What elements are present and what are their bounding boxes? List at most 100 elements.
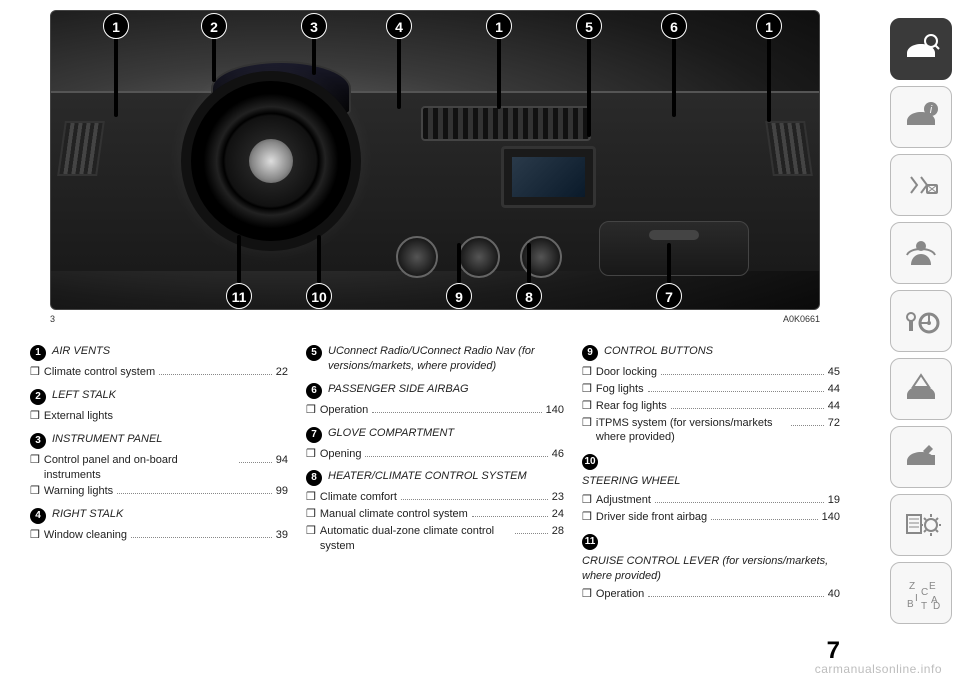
entry-dots	[648, 382, 824, 392]
entry-dots	[372, 403, 541, 413]
entry-label: Door locking	[596, 365, 657, 380]
svg-text:E: E	[929, 581, 936, 592]
section-badge: 1	[30, 345, 46, 361]
callout-line	[457, 243, 461, 283]
toc-entry: ❒Climate control system22	[30, 365, 288, 380]
section-badge: 8	[306, 470, 322, 486]
column-2: 5UConnect Radio/UConnect Radio Nav (for …	[306, 336, 564, 604]
entry-page: 22	[276, 365, 288, 380]
section-title: STEERING WHEEL	[582, 474, 840, 489]
svg-text:T: T	[921, 601, 927, 612]
callout-line	[497, 37, 501, 109]
air-vent-right	[765, 121, 813, 176]
entry-dots	[401, 490, 548, 500]
entry-page: 40	[828, 587, 840, 602]
column-3: 9CONTROL BUTTONS❒Door locking45❒Fog ligh…	[582, 336, 840, 604]
callout-line	[397, 37, 401, 109]
section-title: CRUISE CONTROL LEVER (for versions/marke…	[582, 554, 840, 584]
section-head-8: 8 HEATER/CLIMATE CONTROL SYSTEM	[306, 469, 564, 486]
column-1: 1AIR VENTS❒Climate control system222LEFT…	[30, 336, 288, 604]
toc-entry: ❒ Door locking 45	[582, 365, 840, 380]
entry-label: Warning lights	[44, 484, 113, 499]
section-badge: 9	[582, 345, 598, 361]
entry-mark: ❒	[582, 493, 592, 508]
page-number: 7	[827, 637, 840, 665]
tab-settings[interactable]	[890, 494, 952, 556]
entry-mark: ❒	[30, 484, 40, 499]
toc-entry: ❒ Operation 140	[306, 403, 564, 418]
entry-dots	[239, 453, 272, 463]
tab-emergency[interactable]	[890, 358, 952, 420]
toc-entry: ❒Operation40	[582, 587, 840, 602]
entry-mark: ❒	[30, 365, 40, 380]
tab-info[interactable]: i	[890, 86, 952, 148]
toc-entry: ❒Driver side front airbag140	[582, 510, 840, 525]
entry-label: Manual climate control system	[320, 507, 468, 522]
entry-label: Control panel and on-board instruments	[44, 453, 235, 483]
entry-page: 46	[552, 447, 564, 462]
tab-safety[interactable]	[890, 222, 952, 284]
entry-label: Operation	[596, 587, 644, 602]
entry-dots	[117, 484, 272, 494]
callout-marker-1: 1	[103, 13, 129, 39]
air-vent-center	[421, 106, 591, 141]
entry-page: 44	[828, 399, 840, 414]
callout-line	[317, 235, 321, 283]
section-head-6: 6PASSENGER SIDE AIRBAG	[306, 382, 564, 399]
entry-mark: ❒	[582, 416, 592, 431]
tab-getting-to-know[interactable]	[890, 18, 952, 80]
entry-page: 140	[546, 403, 564, 418]
entry-label: Operation	[320, 403, 368, 418]
tab-lights[interactable]	[890, 154, 952, 216]
entry-page: 44	[828, 382, 840, 397]
entry-label: Adjustment	[596, 493, 651, 508]
section-badge: 7	[306, 427, 322, 443]
callout-columns: 1AIR VENTS❒Climate control system222LEFT…	[20, 336, 850, 604]
figure-code: A0K0661	[783, 314, 820, 324]
callout-marker-4: 4	[386, 13, 412, 39]
section-badge: 4	[30, 508, 46, 524]
section-head-3: 3INSTRUMENT PANEL	[30, 432, 288, 449]
callout-marker-10: 10	[306, 283, 332, 309]
callout-line	[667, 243, 671, 283]
section-head-4: 4 RIGHT STALK	[30, 507, 288, 524]
section-badge: 6	[306, 383, 322, 399]
entry-label: Automatic dual-zone climate control syst…	[320, 524, 511, 554]
callout-marker-11: 11	[226, 283, 252, 309]
entry-mark: ❒	[306, 507, 316, 522]
section-title: AIR VENTS	[52, 344, 110, 359]
entry-dots	[671, 399, 824, 409]
section-badge: 5	[306, 345, 322, 361]
entry-mark: ❒	[306, 403, 316, 418]
toc-entry: ❒Window cleaning39	[30, 528, 288, 543]
tab-index[interactable]: ZEBAICTD	[890, 562, 952, 624]
toc-entry: ❒Control panel and on-board instruments9…	[30, 453, 288, 483]
entry-page: 28	[552, 524, 564, 539]
callout-marker-9: 9	[446, 283, 472, 309]
entry-label: Window cleaning	[44, 528, 127, 543]
entry-label: External lights	[44, 409, 113, 424]
entry-mark: ❒	[306, 490, 316, 505]
section-title: HEATER/CLIMATE CONTROL SYSTEM	[328, 469, 527, 484]
entry-page: 24	[552, 507, 564, 522]
entry-dots	[655, 493, 824, 503]
entry-mark: ❒	[582, 365, 592, 380]
entry-page: 72	[828, 416, 840, 431]
section-head-11: 11	[582, 533, 840, 550]
section-badge: 10	[582, 454, 598, 470]
entry-page: 45	[828, 365, 840, 380]
tab-maintenance[interactable]	[890, 426, 952, 488]
svg-text:B: B	[907, 599, 914, 610]
svg-text:I: I	[915, 593, 918, 604]
svg-text:Z: Z	[909, 581, 915, 592]
callout-line	[527, 243, 531, 283]
callout-line	[672, 37, 676, 117]
section-head-7: 7GLOVE COMPARTMENT	[306, 426, 564, 443]
entry-mark: ❒	[582, 510, 592, 525]
air-vent-left	[57, 121, 105, 176]
entry-page: 99	[276, 484, 288, 499]
tab-starting[interactable]	[890, 290, 952, 352]
section-title: RIGHT STALK	[52, 507, 123, 522]
toc-entry: ❒Opening46	[306, 447, 564, 462]
callout-marker-5: 5	[576, 13, 602, 39]
